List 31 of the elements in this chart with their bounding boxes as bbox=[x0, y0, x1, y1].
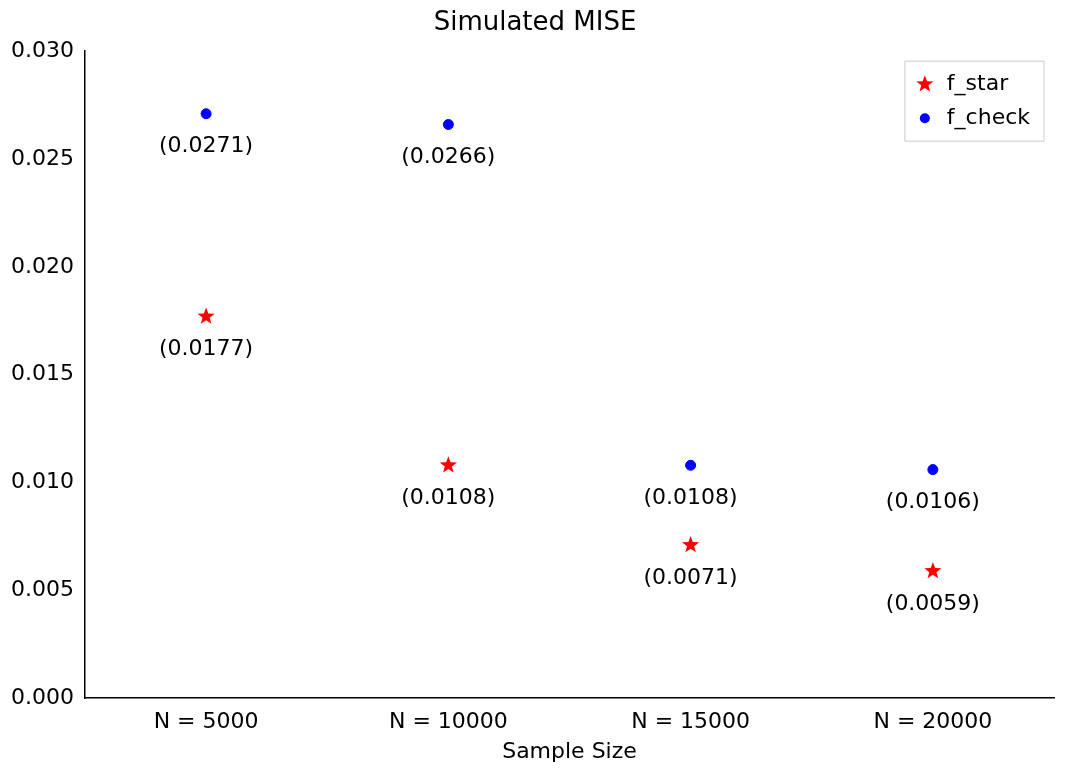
y-tick-label: 0.020 bbox=[11, 252, 74, 278]
x-axis-title: Sample Size bbox=[502, 737, 637, 763]
data-label: (0.0108) bbox=[643, 484, 738, 509]
point bbox=[197, 307, 215, 324]
x-tick-label: N = 20000 bbox=[873, 708, 993, 734]
y-tick-label: 0.025 bbox=[11, 144, 74, 170]
y-tick-label: 0.005 bbox=[11, 576, 74, 602]
point bbox=[439, 456, 457, 473]
point bbox=[200, 108, 212, 120]
data-label: (0.0177) bbox=[159, 335, 254, 361]
chart-title: Simulated MISE bbox=[433, 6, 637, 37]
x-tick-label: N = 5000 bbox=[153, 708, 259, 734]
y-tick-label: 0.030 bbox=[11, 36, 74, 62]
point bbox=[682, 536, 700, 553]
point bbox=[685, 459, 697, 471]
x-tick-label: N = 10000 bbox=[388, 708, 508, 734]
x-tick-label: N = 15000 bbox=[631, 708, 751, 734]
point bbox=[924, 561, 942, 579]
point bbox=[442, 119, 454, 131]
data-label: (0.0071) bbox=[643, 563, 738, 589]
legend-label: f_check bbox=[946, 103, 1031, 130]
data-label: (0.0271) bbox=[159, 132, 254, 158]
data-label: (0.0106) bbox=[885, 488, 980, 514]
data-label: (0.0108) bbox=[401, 484, 496, 509]
y-tick-label: 0.015 bbox=[11, 360, 74, 386]
data-label: (0.0266) bbox=[401, 143, 496, 169]
point bbox=[927, 464, 939, 476]
data-label: (0.0059) bbox=[885, 589, 980, 615]
legend-label: f_star bbox=[946, 69, 1010, 96]
y-tick-label: 0.010 bbox=[11, 468, 74, 494]
y-tick-label: 0.000 bbox=[11, 683, 74, 709]
